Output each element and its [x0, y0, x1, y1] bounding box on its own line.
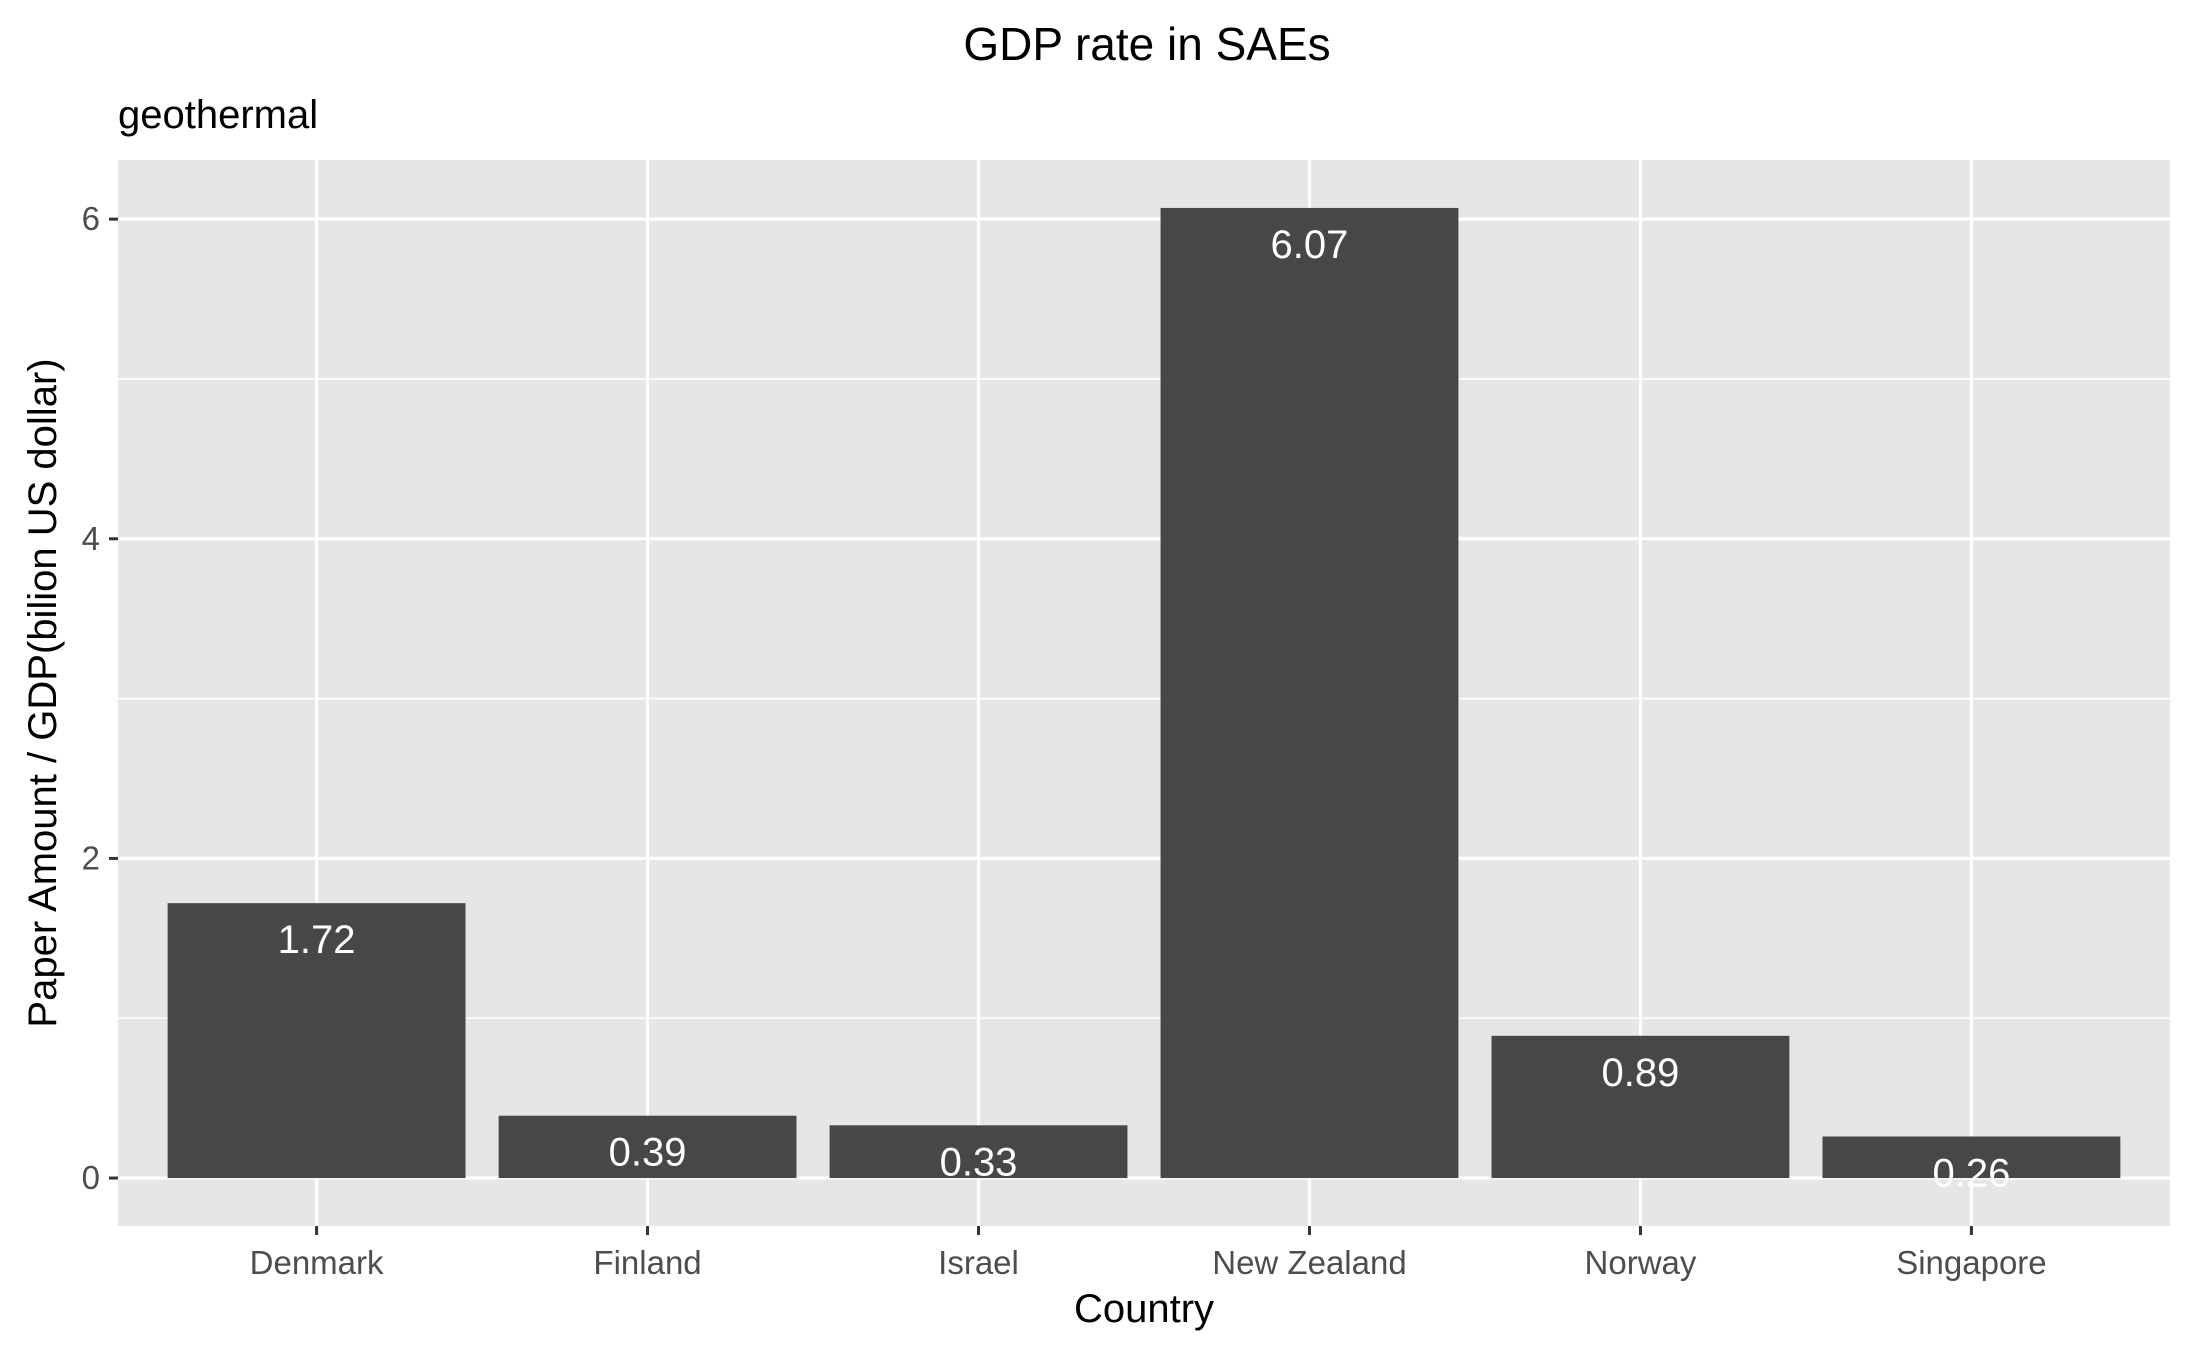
bar-israel: [829, 1125, 1128, 1179]
data-label: 6.07: [1271, 223, 1349, 267]
data-label: 0.89: [1602, 1051, 1680, 1095]
y-tick-label: 2: [82, 839, 100, 876]
bar-singapore: [1822, 1136, 2121, 1179]
bar-denmark: [167, 903, 466, 1179]
y-axis: 0 2 4 6: [82, 200, 118, 1196]
chart-title: GDP rate in SAEs: [963, 18, 1330, 70]
data-label: 0.33: [940, 1140, 1018, 1184]
y-tick-label: 0: [82, 1159, 100, 1196]
bar-norway: [1491, 1035, 1790, 1179]
x-tick-label: Denmark: [250, 1244, 384, 1281]
data-label: 1.72: [278, 918, 356, 962]
x-axis: Denmark Finland Israel New Zealand Norway Sin…: [250, 1226, 2047, 1281]
x-axis-title: Country: [1074, 1287, 1214, 1331]
bar-new-zealand: [1160, 207, 1459, 1179]
x-tick-label: Norway: [1585, 1244, 1697, 1281]
y-tick-label: 6: [82, 200, 100, 237]
chart-subtitle: geothermal: [118, 93, 318, 137]
bar-labels: 1.72 0.39 0.33 6.07 0.89 0.26: [278, 223, 2011, 1196]
y-axis-title: Paper Amount / GDP(bilion US dollar): [21, 358, 65, 1027]
x-tick-label: New Zealand: [1212, 1244, 1406, 1281]
data-label: 0.39: [609, 1131, 687, 1175]
y-tick-label: 4: [82, 520, 100, 557]
data-label: 0.26: [1932, 1152, 2010, 1196]
x-tick-label: Israel: [938, 1244, 1019, 1281]
bar-finland: [498, 1115, 797, 1179]
x-tick-label: Singapore: [1896, 1244, 2046, 1281]
x-tick-label: Finland: [593, 1244, 701, 1281]
bars: [167, 207, 2121, 1179]
